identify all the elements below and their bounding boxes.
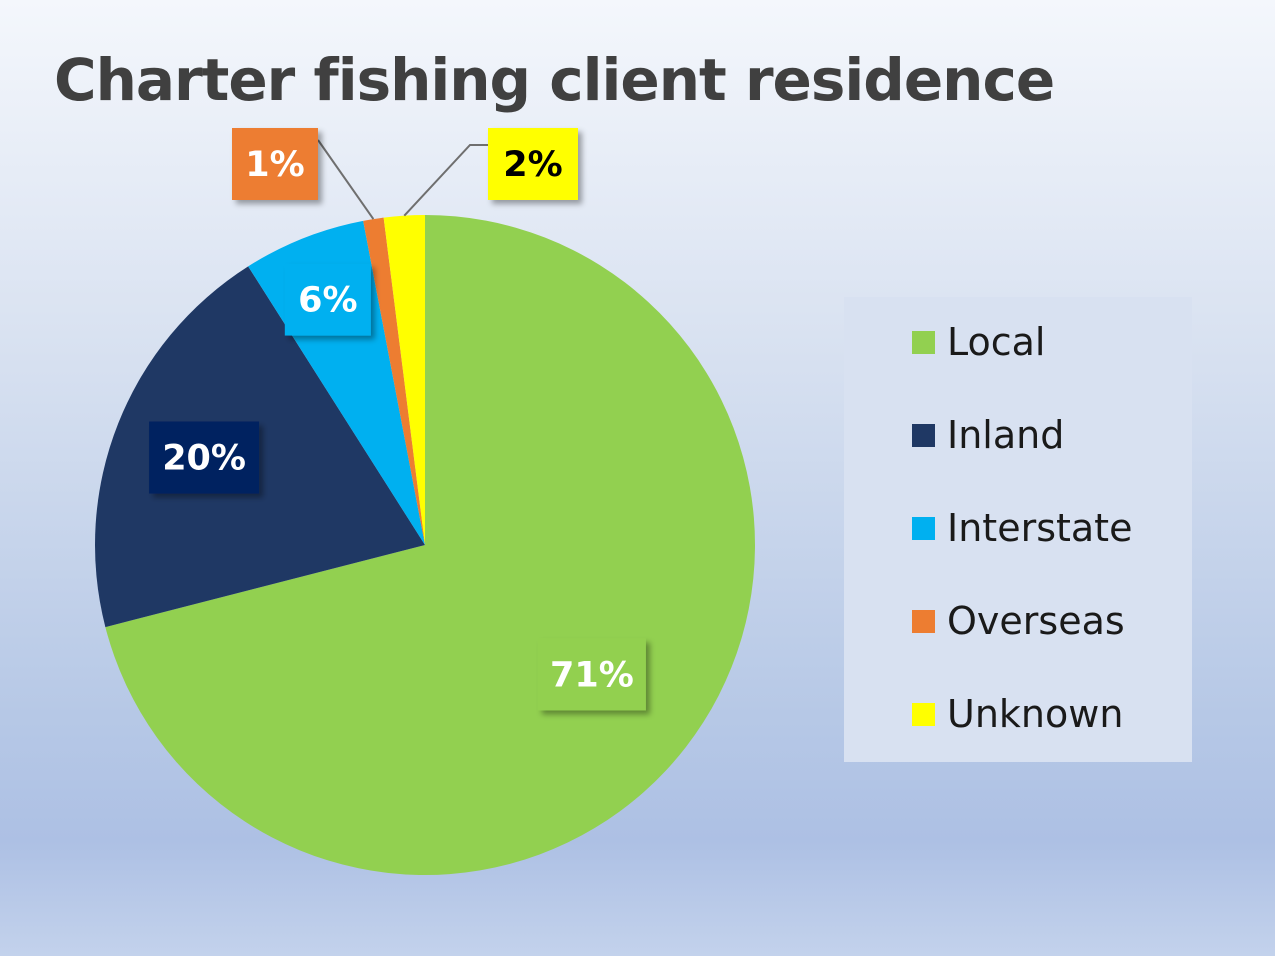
legend-swatch-interstate [912, 516, 935, 540]
data-label-interstate: 6% [298, 281, 357, 321]
legend-swatch-local [912, 330, 935, 354]
legend-label-unknown: Unknown [947, 692, 1124, 736]
pie-slice-inland [94, 266, 425, 628]
legend: Local Inland Interstate Overseas Unknown [844, 297, 1192, 762]
data-label-box-unknown [488, 128, 578, 200]
legend-label-overseas: Overseas [947, 599, 1125, 643]
legend-item-unknown: Unknown [912, 692, 1124, 736]
legend-swatch-inland [912, 423, 935, 447]
leader-lines [317, 139, 488, 220]
data-label-local: 71% [550, 655, 634, 695]
legend-item-local: Local [912, 320, 1046, 364]
data-label-box-interstate [284, 263, 371, 336]
leader-line-unknown [403, 144, 488, 217]
pie-slice-unknown [383, 215, 425, 545]
data-label-box-inland [149, 421, 260, 494]
data-label-box-overseas [232, 128, 318, 200]
pie-slices [94, 215, 755, 876]
data-label-box-local [537, 638, 646, 711]
data-label-overseas: 1% [245, 145, 304, 185]
legend-swatch-overseas [912, 609, 935, 633]
legend-item-overseas: Overseas [912, 599, 1125, 643]
data-labels: 71% 20% 6% 1% 2% [149, 128, 646, 711]
legend-label-interstate: Interstate [947, 506, 1133, 550]
legend-item-inland: Inland [912, 413, 1065, 457]
chart-title: Charter fishing client residence [54, 46, 1055, 114]
legend-swatch-unknown [912, 702, 935, 726]
pie-slice-overseas [363, 217, 425, 545]
legend-label-local: Local [947, 320, 1046, 364]
leader-line-overseas [317, 139, 375, 220]
legend-item-interstate: Interstate [912, 506, 1133, 550]
data-label-inland: 20% [162, 439, 246, 479]
legend-label-inland: Inland [947, 413, 1065, 457]
data-label-unknown: 2% [503, 145, 562, 185]
